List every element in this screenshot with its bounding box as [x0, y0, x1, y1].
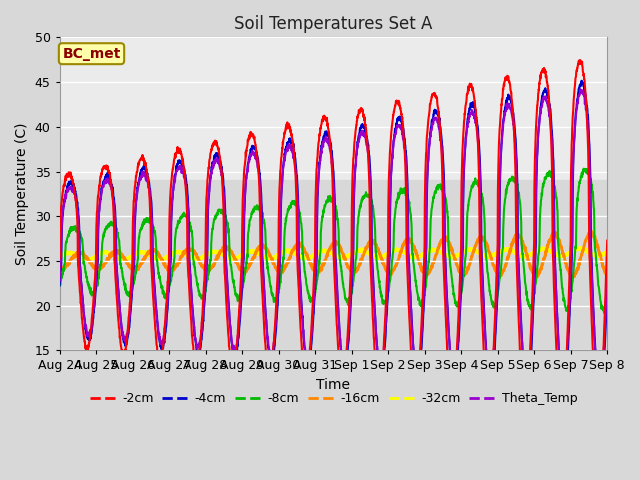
Line: -4cm: -4cm: [60, 81, 607, 399]
-4cm: [56, 283, 63, 288]
-2cm: [56, 256, 63, 262]
-8cm: [209, 227, 216, 233]
Line: -32cm: -32cm: [60, 248, 607, 261]
-16cm: [555, 236, 563, 242]
X-axis label: Time: Time: [316, 378, 350, 392]
-2cm: [349, 162, 357, 168]
-32cm: [577, 245, 584, 251]
-2cm: [555, 392, 563, 398]
Y-axis label: Soil Temperature (C): Soil Temperature (C): [15, 122, 29, 265]
-8cm: [555, 247, 563, 253]
-32cm: [84, 258, 92, 264]
-32cm: [349, 251, 357, 256]
-4cm: [493, 313, 500, 319]
-16cm: [493, 269, 500, 275]
Text: BC_met: BC_met: [62, 47, 121, 60]
-16cm: [361, 249, 369, 254]
Theta_Temp: [570, 140, 578, 145]
-32cm: [209, 250, 216, 255]
-16cm: [209, 264, 216, 269]
-8cm: [361, 192, 369, 198]
-2cm: [604, 238, 611, 243]
-16cm: [570, 273, 578, 279]
Line: -8cm: -8cm: [60, 169, 607, 313]
Theta_Temp: [56, 278, 63, 284]
-2cm: [594, 420, 602, 425]
-2cm: [493, 275, 500, 281]
-2cm: [577, 57, 584, 63]
-16cm: [349, 269, 357, 275]
-32cm: [604, 249, 611, 254]
-2cm: [570, 95, 578, 100]
Theta_Temp: [349, 247, 357, 253]
Bar: [60, 37, 607, 180]
-32cm: [362, 249, 369, 255]
-8cm: [580, 166, 588, 172]
-4cm: [209, 163, 216, 168]
-8cm: [600, 310, 608, 316]
Line: Theta_Temp: Theta_Temp: [60, 89, 607, 390]
-8cm: [493, 299, 500, 304]
Theta_Temp: [604, 274, 611, 279]
-2cm: [209, 144, 216, 150]
Theta_Temp: [493, 302, 500, 308]
Line: -2cm: -2cm: [60, 60, 607, 422]
-8cm: [56, 282, 63, 288]
Title: Soil Temperatures Set A: Soil Temperatures Set A: [234, 15, 433, 33]
-16cm: [569, 275, 577, 281]
-8cm: [604, 292, 611, 298]
-4cm: [349, 257, 357, 263]
-4cm: [604, 286, 611, 291]
-16cm: [588, 228, 595, 234]
Theta_Temp: [361, 132, 369, 138]
Bar: [60, 180, 607, 350]
-16cm: [56, 266, 63, 272]
Theta_Temp: [577, 86, 584, 92]
-4cm: [570, 142, 578, 148]
-32cm: [555, 252, 563, 258]
-4cm: [596, 396, 604, 402]
-8cm: [570, 262, 578, 267]
-4cm: [361, 126, 369, 132]
-4cm: [555, 346, 563, 351]
Legend: -2cm, -4cm, -8cm, -16cm, -32cm, Theta_Temp: -2cm, -4cm, -8cm, -16cm, -32cm, Theta_Te…: [84, 387, 582, 410]
-16cm: [604, 272, 611, 277]
-8cm: [349, 279, 357, 285]
-32cm: [56, 255, 63, 261]
Theta_Temp: [595, 387, 602, 393]
Line: -16cm: -16cm: [60, 231, 607, 278]
-32cm: [493, 251, 500, 256]
Theta_Temp: [209, 167, 216, 172]
-32cm: [570, 247, 578, 253]
-2cm: [361, 120, 369, 126]
-4cm: [578, 78, 586, 84]
Theta_Temp: [555, 346, 563, 352]
